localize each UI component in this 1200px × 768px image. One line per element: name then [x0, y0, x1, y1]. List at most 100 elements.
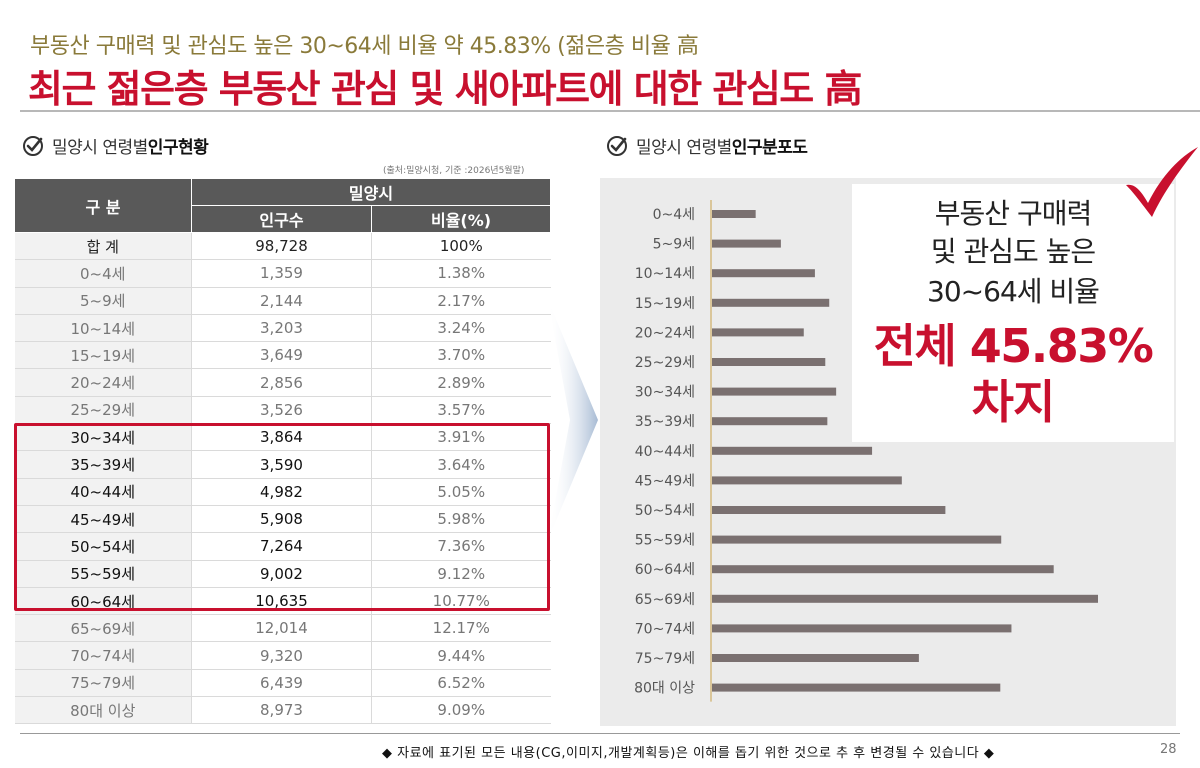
- chart-category-label: 80대 이상: [634, 681, 695, 697]
- population-table: 구 분 밀양시 인구수 비율(%) 합 계 98,728 100% 0~4세 1,359…: [14, 178, 552, 725]
- cell-ratio: 9.12%: [371, 560, 551, 588]
- cell-label: 55~59세: [14, 560, 192, 588]
- cell-label: 70~74세: [14, 641, 192, 670]
- cell-ratio: 3.24%: [371, 314, 551, 343]
- chart-category-label: 25~29세: [635, 355, 695, 371]
- callout-highlight-word: 차지: [971, 375, 1056, 429]
- chart-bar: [712, 446, 873, 455]
- cell-label: 25~29세: [14, 396, 192, 425]
- table-row: 5~9세 2,144 2.17%: [14, 287, 551, 315]
- chart-category-label: 0~4세: [653, 207, 695, 223]
- cell-label: 50~54세: [14, 532, 192, 561]
- cell-population: 3,203: [191, 314, 372, 343]
- red-checkmark-icon: [1126, 147, 1198, 217]
- cell-ratio: 3.70%: [371, 341, 551, 370]
- col-header-region: 밀양시: [190, 178, 552, 206]
- cell-population: 10,635: [191, 587, 372, 616]
- table-row: 20~24세 2,856 2.89%: [14, 368, 551, 397]
- cell-population: 4,982: [191, 478, 372, 506]
- table-row: 15~19세 3,649 3.70%: [14, 341, 551, 370]
- title-divider: [20, 110, 1200, 112]
- chart-bar: [712, 387, 837, 396]
- footer-divider: [20, 733, 1180, 734]
- chart-bar: [712, 565, 1054, 574]
- cell-label: 15~19세: [14, 341, 192, 370]
- chart-bar: [712, 358, 826, 366]
- cell-population: 6,439: [191, 669, 372, 698]
- cell-label: 80대 이상: [14, 696, 192, 725]
- cell-label: 합 계: [14, 232, 192, 261]
- cell-label: 60~64세: [14, 587, 192, 616]
- table-heading-bold: 인구현황: [147, 138, 209, 158]
- chart-bar: [712, 298, 830, 307]
- callout-line-2: 및 관심도 높은: [930, 235, 1096, 268]
- table-row: 25~29세 3,526 3.57%: [14, 396, 551, 425]
- cell-ratio: 5.05%: [371, 478, 551, 506]
- table-row: 70~74세 9,320 9.44%: [14, 641, 551, 670]
- chart-category-label: 55~59세: [635, 533, 695, 549]
- cell-label: 5~9세: [14, 287, 192, 315]
- chart-bar: [712, 210, 756, 218]
- cell-label: 0~4세: [14, 259, 192, 288]
- table-row: 50~54세 7,264 7.36%: [14, 532, 551, 561]
- cell-label: 30~34세: [14, 423, 192, 452]
- cell-population: 9,002: [191, 560, 372, 588]
- chart-category-label: 15~19세: [635, 296, 695, 312]
- footer-disclaimer: ◆ 자료에 표기된 모든 내용(CG,이미지,개발계획등)은 이해를 돕기 위한…: [382, 746, 995, 761]
- table-row: 60~64세 10,635 10.77%: [14, 587, 551, 616]
- chart-category-label: 10~14세: [635, 266, 695, 282]
- table-source-note: (출처:밀양시청, 기준 :2026년5월말): [383, 166, 525, 176]
- cell-ratio: 7.36%: [371, 532, 551, 561]
- col-header-group: 구 분: [14, 178, 192, 233]
- table-row: 35~39세 3,590 3.64%: [14, 450, 551, 479]
- chart-bar: [712, 654, 919, 662]
- table-row: 40~44세 4,982 5.05%: [14, 478, 551, 506]
- table-heading-prefix: 밀양시 연령별: [52, 138, 148, 158]
- cell-population: 2,144: [191, 287, 372, 315]
- cell-label: 35~39세: [14, 450, 192, 479]
- chart-category-label: 70~74세: [635, 621, 695, 637]
- checkbox-checked-icon: [607, 135, 627, 156]
- cell-ratio: 100%: [371, 232, 551, 261]
- cell-population: 3,649: [191, 341, 372, 370]
- chart-category-label: 40~44세: [635, 444, 695, 460]
- chart-category-label: 20~24세: [635, 325, 695, 341]
- chart-heading-bold: 인구분포도: [731, 138, 808, 158]
- cell-ratio: 3.91%: [371, 423, 551, 452]
- chart-heading-prefix: 밀양시 연령별: [636, 138, 732, 158]
- cell-ratio: 9.09%: [371, 696, 551, 725]
- chart-bar: [712, 417, 828, 426]
- cell-population: 2,856: [191, 368, 372, 397]
- chart-category-label: 5~9세: [653, 237, 695, 253]
- table-row: 10~14세 3,203 3.24%: [14, 314, 551, 343]
- cell-label: 10~14세: [14, 314, 192, 343]
- cell-ratio: 2.89%: [371, 368, 551, 397]
- chart-section-heading: 밀양시 연령별 인구분포도: [606, 133, 808, 158]
- chart-bar: [712, 239, 781, 248]
- cell-population: 98,728: [191, 232, 372, 261]
- col-header-population: 인구수: [191, 205, 372, 233]
- cell-label: 65~69세: [14, 614, 192, 643]
- table-row: 0~4세 1,359 1.38%: [14, 259, 551, 288]
- table-row: 30~34세 3,864 3.91%: [14, 423, 551, 452]
- table-row: 45~49세 5,908 5.98%: [14, 505, 551, 534]
- subtitle: 부동산 구매력 및 관심도 높은 30~64세 비율 약 45.83% (젊은층…: [30, 34, 699, 59]
- chart-bar: [712, 624, 1012, 633]
- table-section-heading: 밀양시 연령별 인구현황: [22, 133, 209, 158]
- callout-highlight-percent: 전체 45.83%: [873, 319, 1154, 373]
- cell-ratio: 12.17%: [371, 614, 551, 643]
- arrow-right-icon: [548, 300, 598, 540]
- chart-bar: [712, 535, 1002, 544]
- cell-label: 40~44세: [14, 478, 192, 506]
- cell-ratio: 3.64%: [371, 450, 551, 479]
- cell-label: 75~79세: [14, 669, 192, 698]
- table-row: 55~59세 9,002 9.12%: [14, 560, 551, 588]
- chart-category-label: 75~79세: [635, 651, 695, 667]
- cell-ratio: 6.52%: [371, 669, 551, 698]
- cell-label: 45~49세: [14, 505, 192, 534]
- cell-population: 12,014: [191, 614, 372, 643]
- callout-line-3: 30~64세 비율: [927, 275, 1100, 308]
- cell-population: 3,590: [191, 450, 372, 479]
- chart-bar: [712, 506, 946, 514]
- cell-ratio: 2.17%: [371, 287, 551, 315]
